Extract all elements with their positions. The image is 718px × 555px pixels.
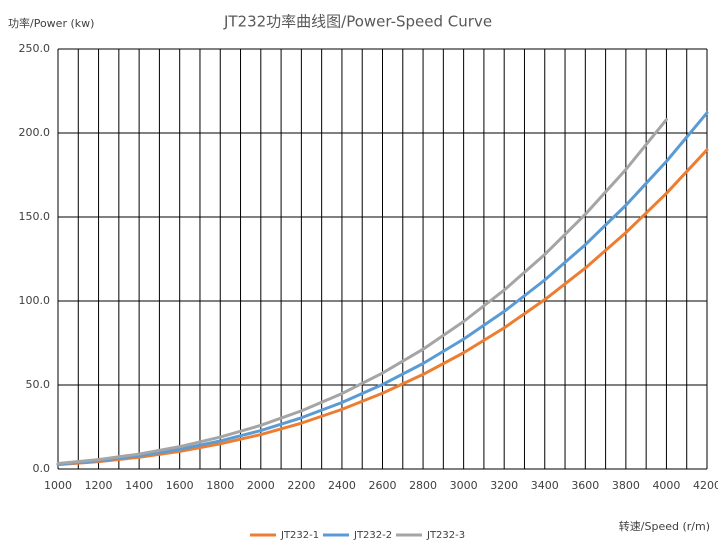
x-tick-label: 3800: [612, 479, 640, 492]
x-tick-label: 1800: [206, 479, 234, 492]
y-tick-label: 150.0: [19, 210, 51, 223]
y-tick-label: 250.0: [19, 42, 51, 55]
y-tick-label: 200.0: [19, 126, 51, 139]
series-line: [56, 118, 668, 465]
x-tick-label: 2800: [409, 479, 437, 492]
x-tick-label: 2000: [247, 479, 275, 492]
x-tick-label: 3600: [571, 479, 599, 492]
x-tick-label: 3400: [531, 479, 559, 492]
y-tick-label: 50.0: [26, 378, 51, 391]
x-tick-label: 3200: [490, 479, 518, 492]
series-line: [56, 111, 709, 466]
x-tick-label: 2400: [328, 479, 356, 492]
x-tick-label: 2600: [369, 479, 397, 492]
series-line: [56, 148, 709, 467]
legend-label: JT232-1: [280, 530, 319, 541]
x-tick-label: 4200: [693, 479, 718, 492]
x-axis-label: 转速/Speed (r/m): [619, 519, 710, 533]
x-tick-label: 2200: [287, 479, 315, 492]
y-tick-label: 0.0: [33, 462, 51, 475]
x-tick-label: 1000: [44, 479, 72, 492]
x-tick-label: 3000: [450, 479, 478, 492]
legend-label: JT232-2: [353, 530, 392, 541]
chart-title: JT232功率曲线图/Power-Speed Curve: [223, 13, 492, 31]
x-tick-label: 1200: [85, 479, 113, 492]
x-tick-label: 1400: [125, 479, 153, 492]
y-axis-label: 功率/Power (kw): [8, 16, 94, 30]
legend-label: JT232-3: [426, 530, 465, 541]
x-tick-label: 4000: [652, 479, 680, 492]
y-tick-label: 100.0: [19, 294, 51, 307]
x-tick-label: 1600: [166, 479, 194, 492]
